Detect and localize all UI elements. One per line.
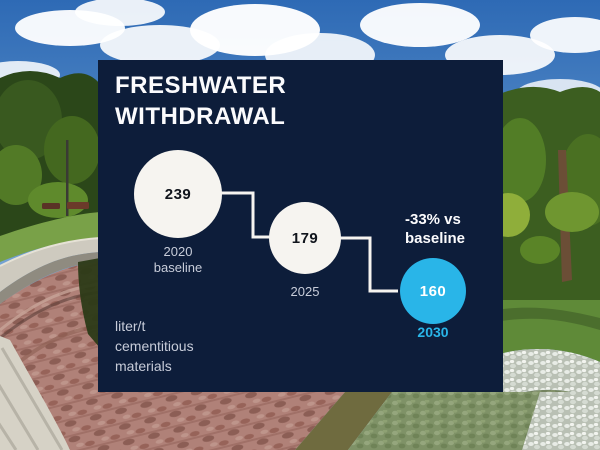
title-line-2: WITHDRAWAL (115, 103, 286, 130)
title-line-1: FRESHWATER (115, 72, 287, 99)
stream-bed (295, 392, 600, 450)
unit-label: liter/t cementitious materials (115, 318, 194, 374)
category-label-2020-baseline: 2020 baseline (153, 244, 203, 275)
freshwater-card: FRESHWATER WITHDRAWAL 239 179 160 2020 b… (98, 60, 503, 392)
grass-left (0, 202, 100, 262)
page-title: FRESHWATER WITHDRAWAL (115, 70, 286, 132)
bubble-2020-baseline: 239 (134, 150, 222, 238)
park-bench (67, 202, 89, 209)
bubble-value-2030: 160 (419, 282, 447, 300)
connector-lines (218, 191, 398, 293)
bubble-2025: 179 (269, 202, 341, 274)
park-bench (42, 203, 60, 209)
connector-2020-2025 (218, 191, 273, 239)
water-channel (78, 258, 100, 348)
category-label-2025: 2025 (290, 284, 320, 299)
trees-right (486, 86, 600, 312)
bubble-value-2020: 239 (164, 185, 192, 203)
category-label-2030: 2030 (417, 324, 449, 340)
grass-right (495, 300, 600, 362)
connector-2025-2030 (336, 236, 398, 293)
bubble-value-2025: 179 (291, 229, 319, 247)
delta-annotation: -33% vs baseline (405, 211, 466, 247)
bubble-2030-target: 160 (400, 258, 466, 324)
walkway (0, 237, 101, 304)
lamp-post (66, 140, 69, 216)
pavement-corner (0, 336, 70, 450)
